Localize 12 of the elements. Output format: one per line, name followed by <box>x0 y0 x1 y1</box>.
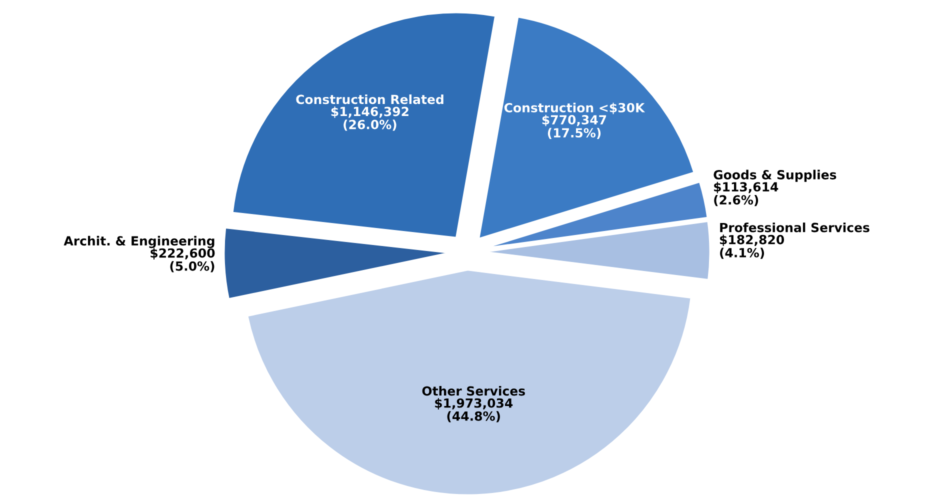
data-label: $113,614 (2.6%) <box>714 182 778 206</box>
data-label: $770,347 (17.5%) <box>542 114 606 140</box>
data-label: $182,820 (4.1%) <box>720 234 784 259</box>
slice-label: Construction Related <box>296 94 444 104</box>
data-label: $1,973,034 (44.8%) <box>435 398 513 422</box>
slice-label: Goods & Supplies <box>714 170 836 182</box>
slice-label: Other Services <box>422 386 525 396</box>
slice-label: Professional Services <box>720 222 870 232</box>
data-label: $1,146,392 (26.0%) <box>331 106 408 131</box>
slice-label: Archit. & Engineering <box>64 236 214 248</box>
slice-label: Construction <$30K <box>504 102 646 114</box>
data-label: $222,600 (5.0%) <box>150 248 215 272</box>
